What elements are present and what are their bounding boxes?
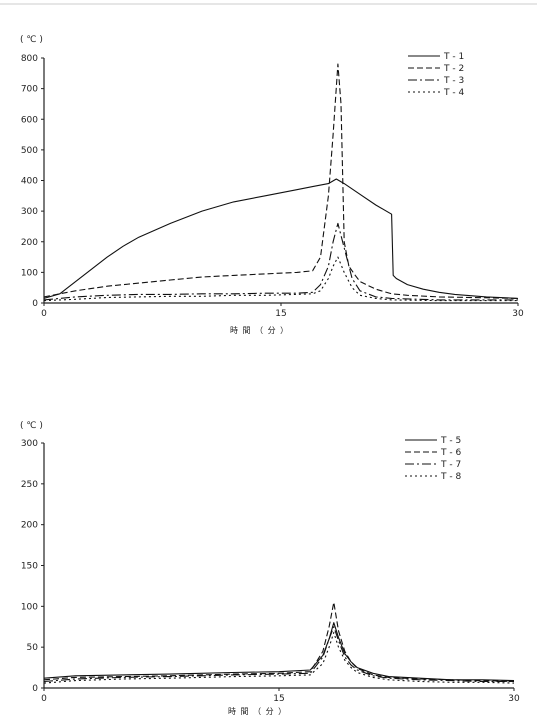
series-line-4 [43, 631, 515, 684]
y-tick-label: 200 [21, 521, 38, 531]
legend-label: T - 8 [440, 472, 461, 482]
y-tick-label: 100 [21, 602, 38, 612]
y-tick-label: 500 [21, 146, 38, 156]
series-line-2 [43, 63, 519, 299]
y-tick-label: 0 [32, 684, 38, 694]
series-line-4 [43, 256, 518, 302]
y-tick-label: 300 [21, 207, 38, 217]
y-tick-label: 700 [21, 85, 38, 95]
y-tick-label: 50 [27, 643, 39, 653]
x-tick-labels: 0 15 30 [41, 303, 524, 319]
series-line-3 [43, 626, 514, 683]
legend-label: T - 6 [440, 448, 461, 458]
x-axis-label: 時 間 （ 分 ） [228, 707, 287, 716]
x-tick-label: 0 [41, 694, 47, 704]
y-tick-labels: 0 50 100 150 200 250 300 [21, 439, 44, 694]
y-tick-label: 0 [32, 299, 38, 309]
series-lines [43, 601, 515, 684]
y-unit-label: ( ℃ ) [20, 421, 43, 431]
series-line-1 [43, 622, 515, 682]
series-lines [43, 63, 519, 302]
chart-temperature-t1-t4: ( ℃ ) 0 100 200 300 400 500 600 700 800 0 15 30 T … [20, 35, 524, 335]
x-tick-label: 15 [273, 694, 284, 704]
y-tick-label: 200 [21, 238, 38, 248]
series-line-2 [43, 601, 515, 683]
y-tick-label: 600 [21, 115, 38, 125]
x-tick-label: 15 [275, 309, 286, 319]
legend: T - 5 T - 6 T - 7 T - 8 [405, 436, 461, 482]
legend-label: T - 7 [440, 460, 461, 470]
series-line-1 [43, 178, 519, 299]
legend-label: T - 1 [443, 52, 464, 62]
y-tick-label: 250 [21, 480, 38, 490]
x-axis-label: 時 間 （ 分 ） [230, 326, 289, 335]
y-tick-labels: 0 100 200 300 400 500 600 700 800 [21, 54, 44, 309]
y-tick-label: 400 [21, 177, 38, 187]
y-tick-label: 800 [21, 54, 38, 64]
x-tick-label: 30 [512, 309, 524, 319]
legend-label: T - 2 [443, 64, 464, 74]
legend-label: T - 4 [443, 88, 464, 98]
y-unit-label: ( ℃ ) [20, 35, 43, 45]
x-tick-label: 30 [508, 694, 520, 704]
legend: T - 1 T - 2 T - 3 T - 4 [408, 52, 464, 98]
x-tick-label: 0 [41, 309, 47, 319]
legend-label: T - 5 [440, 436, 461, 446]
x-tick-labels: 0 15 30 [41, 688, 520, 704]
series-line-3 [43, 222, 518, 301]
y-tick-label: 300 [21, 439, 38, 449]
y-tick-label: 100 [21, 268, 38, 278]
legend-label: T - 3 [443, 76, 464, 86]
y-tick-label: 150 [21, 562, 38, 572]
